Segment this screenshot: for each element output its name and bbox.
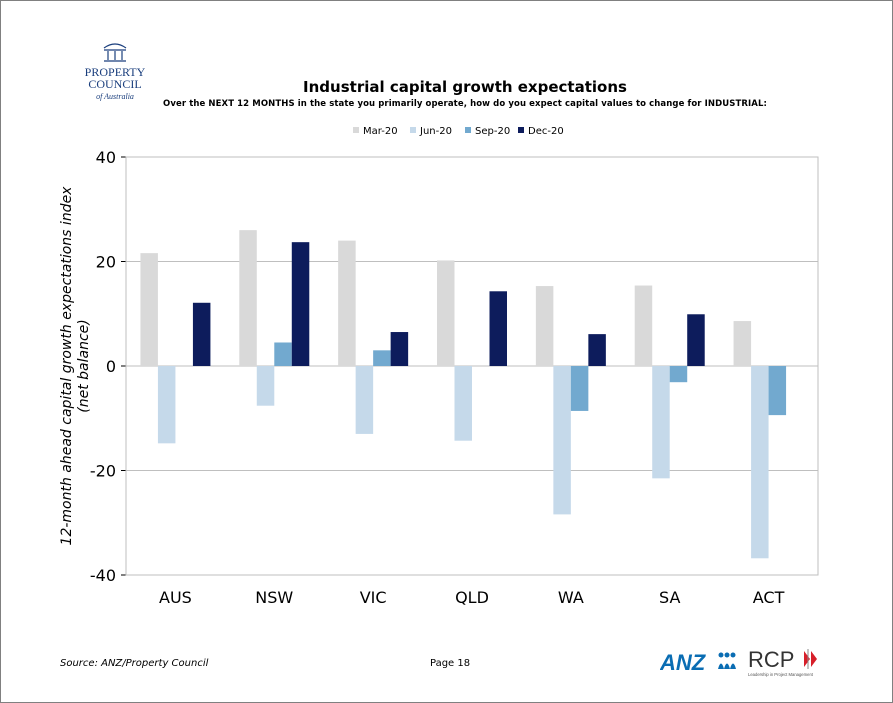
plot-area	[125, 156, 819, 576]
logo-line-3: of Australia	[96, 92, 134, 101]
bar-mar-20-sa	[634, 285, 653, 366]
bar-mar-20-wa	[535, 286, 554, 366]
legend-label-dec-20: Dec-20	[528, 126, 564, 137]
x-tick-label-qld: QLD	[455, 588, 489, 607]
y-axis-title: 12-month ahead capital growth expectatio…	[59, 186, 75, 546]
bar-sep-20-sa	[669, 366, 688, 383]
y-axis-subtitle: (net balance)	[76, 319, 92, 412]
y-tick-label-3: 20	[96, 253, 116, 272]
bar-mar-20-vic	[338, 240, 356, 366]
bar-jun-20-wa	[553, 366, 571, 515]
bar-mar-20-qld	[437, 260, 455, 366]
bar-mar-20-act	[733, 321, 752, 366]
anz-logo: ANZ	[660, 650, 736, 675]
chart-subtitle: Over the NEXT 12 MONTHS in the state you…	[163, 99, 767, 109]
legend-label-jun-20: Jun-20	[420, 126, 452, 137]
chart-title: Industrial capital growth expectations	[303, 78, 627, 96]
x-tick-label-wa: WA	[558, 588, 584, 607]
bar-dec-20-wa	[588, 334, 606, 366]
logo-line-1: PROPERTY	[85, 65, 146, 79]
legend-item-mar-20: Mar-20	[353, 125, 398, 139]
anz-logo-text: ANZ	[660, 650, 707, 675]
bar-sep-20-nsw	[274, 342, 292, 366]
bar-dec-20-qld	[489, 291, 507, 366]
x-tick-label-aus: AUS	[159, 588, 192, 607]
anz-people-icon	[718, 652, 736, 669]
bar-sep-20-wa	[570, 366, 589, 411]
rcp-tagline: Leadership in Project Management	[748, 672, 814, 677]
legend-item-dec-20: Dec-20	[518, 125, 564, 139]
x-tick-label-act: ACT	[753, 588, 785, 607]
legend-item-jun-20: Jun-20	[410, 125, 452, 139]
bar-dec-20-vic	[390, 332, 409, 366]
source-note: Source: ANZ/Property Council	[60, 658, 209, 669]
y-tick-label-1: -20	[90, 462, 116, 481]
legend-label-sep-20: Sep-20	[475, 126, 511, 137]
y-tick-label-0: -40	[90, 566, 116, 585]
property-council-logo: PROPERTY COUNCIL of Australia	[85, 43, 146, 101]
bar-jun-20-sa	[652, 366, 670, 479]
legend-item-sep-20: Sep-20	[465, 125, 510, 139]
bar-dec-20-aus	[192, 302, 211, 366]
bar-mar-20-nsw	[239, 230, 257, 366]
bar-jun-20-nsw	[256, 366, 275, 406]
y-tick-label-4: 40	[96, 148, 116, 167]
bar-sep-20-vic	[373, 350, 391, 366]
x-tick-label-vic: VIC	[360, 588, 387, 607]
bar-jun-20-aus	[157, 366, 176, 444]
legend-swatch-dec-20	[518, 127, 524, 133]
y-tick-label-2: 0	[106, 357, 116, 376]
bar-jun-20-vic	[355, 366, 374, 434]
x-tick-label-nsw: NSW	[255, 588, 293, 607]
rcp-logo-text: RCP	[748, 647, 794, 672]
bar-dec-20-sa	[687, 314, 705, 366]
legend-swatch-jun-20	[410, 127, 416, 133]
bar-dec-20-nsw	[291, 242, 310, 366]
legend-swatch-mar-20	[353, 127, 359, 133]
legend-label-mar-20: Mar-20	[363, 126, 398, 137]
bar-jun-20-qld	[454, 366, 472, 441]
rcp-logo: RCP Leadership in Project Management	[748, 647, 817, 677]
legend-swatch-sep-20	[465, 127, 471, 133]
bar-jun-20-act	[751, 366, 769, 559]
rcp-arrow-icon	[804, 649, 817, 669]
x-tick-label-sa: SA	[659, 588, 680, 607]
chart-legend: Mar-20 Jun-20 Sep-20 Dec-20	[320, 125, 620, 139]
bar-mar-20-aus	[140, 253, 158, 366]
bar-sep-20-act	[768, 366, 787, 416]
logo-line-2: COUNCIL	[88, 77, 141, 91]
page-number: Page 18	[430, 658, 471, 669]
